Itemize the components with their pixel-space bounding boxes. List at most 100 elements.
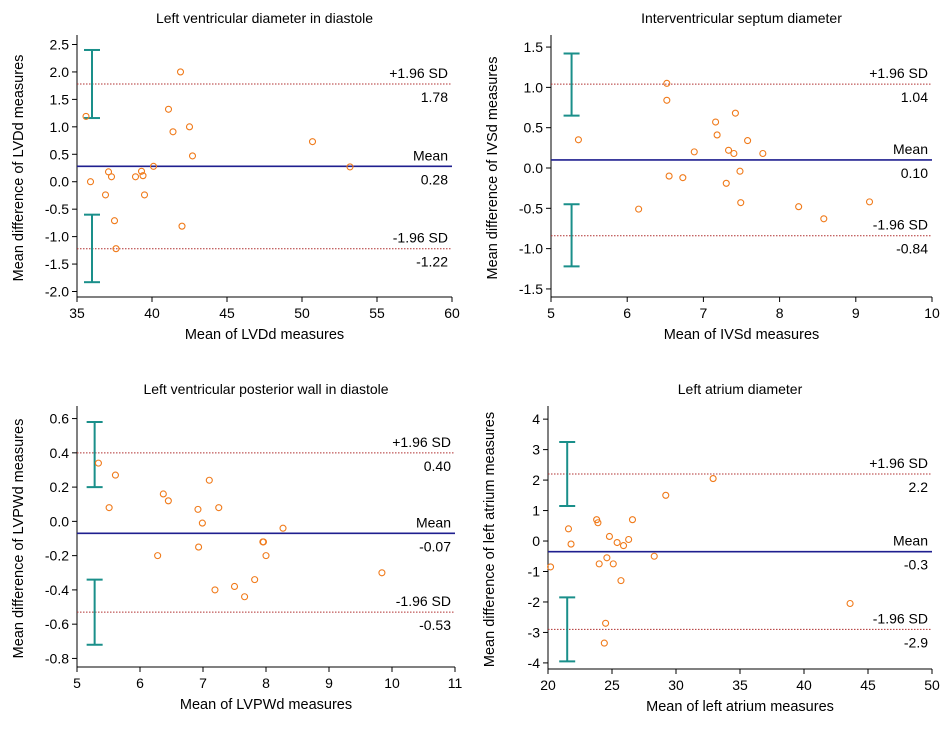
y-tick-label: 0.0 [50,513,70,529]
y-tick-label: -2 [528,594,541,610]
lower-loa-value: -1.22 [416,254,448,270]
y-tick-label: -1.0 [45,229,69,245]
y-tick-label: 0.4 [50,445,70,461]
y-tick-label: 2.0 [50,64,70,80]
y-tick-label: 2 [532,472,540,488]
upper-ci-bar [87,422,103,487]
data-point [212,587,218,593]
x-axis-label: Mean of left atrium measures [646,699,834,715]
y-tick-label: -0.6 [45,616,69,632]
mean-label: Mean [893,533,928,549]
mean-label: Mean [413,147,448,163]
x-tick-label: 30 [668,677,684,693]
x-tick-label: 8 [262,675,270,691]
data-point [112,472,118,478]
data-point [160,491,166,497]
data-point [663,492,669,498]
x-axis-label: Mean of LVDd measures [185,327,344,343]
data-point [626,537,632,543]
mean-value: -0.3 [904,557,928,573]
data-point [723,180,729,186]
data-point [738,200,744,206]
lower-ci-bar [564,204,580,266]
x-tick-label: 10 [924,305,940,321]
x-tick-label: 9 [325,675,333,691]
x-tick-label: 25 [604,677,620,693]
data-point [601,640,607,646]
data-point [629,517,635,523]
y-tick-label: 0.0 [50,174,70,190]
data-point [614,540,620,546]
data-point [196,544,202,550]
data-point [651,553,657,559]
data-point [618,578,624,584]
y-tick-label: 0.5 [524,120,544,136]
data-point [170,129,176,135]
y-tick-label: -3 [528,624,541,640]
y-tick-label: -0.5 [519,200,543,216]
x-tick-label: 6 [623,305,631,321]
data-point [575,137,581,143]
data-point [195,506,201,512]
data-point [847,600,853,606]
x-tick-label: 55 [369,305,385,321]
data-point [106,505,112,511]
data-point [179,223,185,229]
data-point [606,533,612,539]
y-tick-label: 1.5 [50,91,70,107]
x-tick-label: 6 [136,675,144,691]
chart-panel-1: Left ventricular diameter in diastole -2.… [11,10,460,343]
x-tick-label: 45 [219,305,235,321]
y-tick-label: 0.5 [50,146,70,162]
y-tick-label: 1.0 [524,79,544,95]
data-point [232,583,238,589]
data-point [732,110,738,116]
data-point [263,553,269,559]
x-tick-label: 9 [852,305,860,321]
upper-loa-value: 1.78 [421,89,448,105]
chart-title: Interventricular septum diameter [641,10,842,26]
x-tick-label: 50 [924,677,940,693]
y-tick-label: -2.0 [45,284,69,300]
x-tick-label: 60 [444,305,460,321]
data-point [714,132,720,138]
upper-loa-label: +1.96 SD [392,434,451,450]
data-point [280,525,286,531]
y-tick-label: -1.5 [45,256,69,272]
data-point [206,477,212,483]
data-point [242,594,248,600]
lower-loa-label: -1.96 SD [873,217,928,233]
x-tick-label: 11 [448,675,463,691]
data-point [713,119,719,125]
x-axis-label: Mean of IVSd measures [664,327,820,343]
chart-panel-4: Left atrium diameter -4 -3 -2 -1 0 1 2 3 4 20 25 30 3… [482,381,940,715]
chart-title: Left ventricular posterior wall in diast… [143,381,388,397]
data-point [310,139,316,145]
data-point [710,476,716,482]
y-tick-label: 0.0 [524,160,544,176]
y-tick-label: -0.8 [45,650,69,666]
lower-loa-value: -2.9 [904,634,928,650]
lower-loa-label: -1.96 SD [873,610,928,626]
x-tick-label: 7 [199,675,207,691]
y-tick-label: -0.5 [45,201,69,217]
y-tick-label: 0.2 [50,479,70,495]
x-tick-label: 8 [776,305,784,321]
mean-value: 0.10 [901,165,928,181]
lower-loa-value: -0.84 [896,241,928,257]
upper-loa-label: +1.96 SD [869,65,928,81]
y-tick-label: 0 [532,533,540,549]
data-point [190,153,196,159]
data-point [112,218,118,224]
y-tick-label: 1.5 [524,39,544,55]
data-point [95,460,101,466]
upper-loa-value: 0.40 [424,458,451,474]
x-tick-label: 40 [144,305,160,321]
data-point [216,505,222,511]
upper-loa-label: +1.96 SD [869,455,928,471]
data-point [565,526,571,532]
y-tick-label: 0.6 [50,411,70,427]
data-point [568,541,574,547]
chart-title: Left ventricular diameter in diastole [156,10,373,26]
